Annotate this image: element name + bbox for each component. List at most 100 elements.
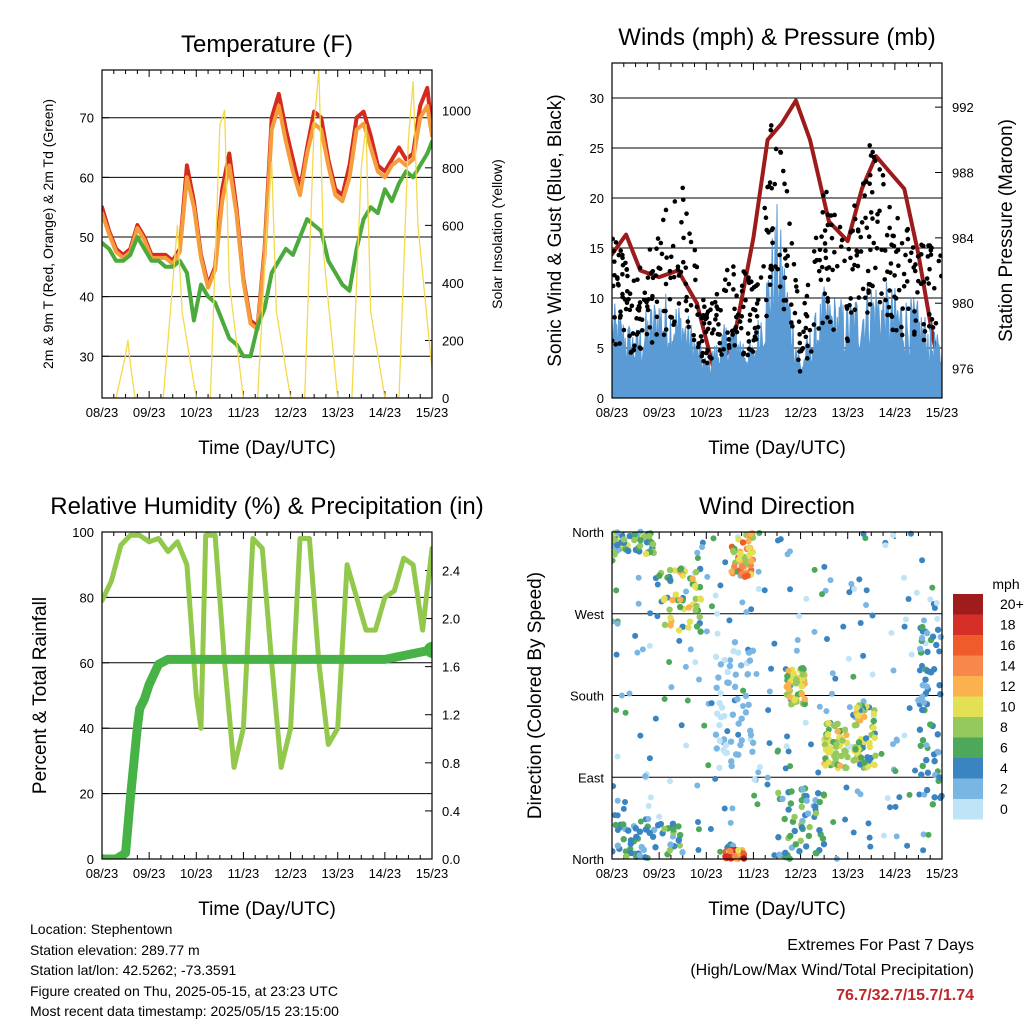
direction-point — [714, 630, 721, 637]
gust-point — [699, 315, 705, 321]
direction-point — [645, 803, 652, 810]
direction-point — [863, 587, 870, 594]
direction-point — [901, 574, 908, 581]
direction-point — [745, 538, 752, 545]
direction-point — [614, 541, 621, 549]
direction-point — [751, 776, 758, 783]
direction-point — [717, 848, 724, 855]
gust-point — [867, 302, 873, 307]
y-tick-label: 0 — [597, 391, 604, 406]
gust-point — [875, 219, 880, 225]
direction-point — [761, 587, 768, 594]
gust-point — [890, 327, 896, 333]
gust-point — [912, 268, 918, 274]
direction-point — [683, 742, 690, 749]
gust-point — [684, 211, 689, 216]
direction-point — [919, 623, 926, 631]
direction-point — [797, 837, 804, 845]
direction-point — [643, 539, 651, 546]
gust-point — [627, 333, 632, 339]
gust-point — [654, 332, 659, 337]
direction-point — [652, 715, 659, 722]
direction-point — [712, 731, 720, 738]
direction-point — [748, 557, 755, 565]
gust-point — [703, 329, 708, 335]
gust-point — [908, 250, 914, 256]
direction-point — [850, 673, 857, 680]
gust-point — [634, 332, 640, 337]
direction-point — [929, 801, 937, 808]
winds-ylabel-left: Sonic Wind & Gust (Blue, Black) — [545, 94, 566, 366]
direction-point — [867, 843, 874, 850]
gust-point — [739, 283, 745, 289]
gust-point — [731, 287, 736, 292]
gust-point — [811, 322, 817, 327]
direction-point — [636, 852, 643, 859]
gust-point — [895, 247, 901, 253]
gust-point — [912, 329, 917, 335]
humidity-panel: Relative Humidity (%) & Precipitation (i… — [30, 493, 484, 920]
gust-point — [886, 304, 892, 310]
gust-point — [691, 337, 697, 343]
y2-tick-label: 980 — [952, 296, 974, 311]
direction-point — [678, 722, 685, 729]
gust-point — [793, 277, 798, 283]
direction-point — [631, 531, 638, 538]
x-tick-label: 09/23 — [643, 405, 676, 420]
gust-point — [848, 255, 853, 261]
x-tick-label: 11/23 — [738, 866, 770, 881]
x-tick-label: 11/23 — [228, 866, 260, 881]
gust-point — [790, 324, 795, 329]
gust-point — [707, 320, 712, 326]
direction-point — [637, 537, 644, 544]
direction-point — [872, 752, 879, 759]
gust-point — [680, 185, 686, 191]
gust-point — [877, 299, 883, 305]
direction-point — [863, 602, 870, 609]
y-tick-label: South — [570, 689, 604, 704]
gust-point — [812, 259, 818, 265]
direction-point — [612, 551, 618, 558]
direction-point — [723, 749, 731, 756]
gust-point — [825, 277, 831, 282]
direction-point — [755, 568, 762, 575]
direction-point — [843, 784, 850, 791]
gust-point — [701, 297, 706, 303]
x-tick-label: 10/23 — [690, 866, 723, 881]
gust-point — [824, 266, 830, 271]
direction-point — [622, 709, 629, 716]
gust-point — [852, 203, 857, 208]
direction-point — [647, 610, 654, 617]
direction-point — [675, 823, 682, 830]
gust-point — [829, 235, 835, 241]
gust-point — [789, 241, 795, 246]
direction-point — [825, 726, 832, 733]
direction-point — [845, 655, 852, 662]
direction-point — [732, 751, 740, 758]
direction-point — [820, 791, 827, 798]
gust-point — [823, 255, 829, 261]
direction-point — [612, 812, 618, 819]
direction-point — [753, 670, 760, 677]
gust-point — [867, 172, 873, 178]
direction-point — [929, 633, 937, 640]
gust-point — [687, 231, 692, 236]
direction-point — [740, 687, 747, 694]
gust-point — [883, 297, 889, 303]
direction-point — [667, 841, 674, 848]
direction-point — [853, 704, 860, 711]
direction-point — [771, 640, 778, 647]
direction-point — [748, 606, 755, 613]
gust-point — [773, 146, 779, 152]
gust-point — [782, 275, 788, 281]
direction-point — [614, 753, 621, 760]
y2-tick-label: 0 — [442, 391, 449, 406]
y-tick-label: 30 — [80, 349, 94, 364]
gust-point — [781, 306, 787, 312]
gust-point — [684, 294, 689, 300]
gust-point — [778, 149, 783, 155]
direction-point — [774, 748, 781, 755]
direction-point — [925, 831, 932, 838]
direction-point — [919, 736, 927, 744]
station-info: Location: Stephentown Station elevation:… — [30, 919, 339, 1022]
